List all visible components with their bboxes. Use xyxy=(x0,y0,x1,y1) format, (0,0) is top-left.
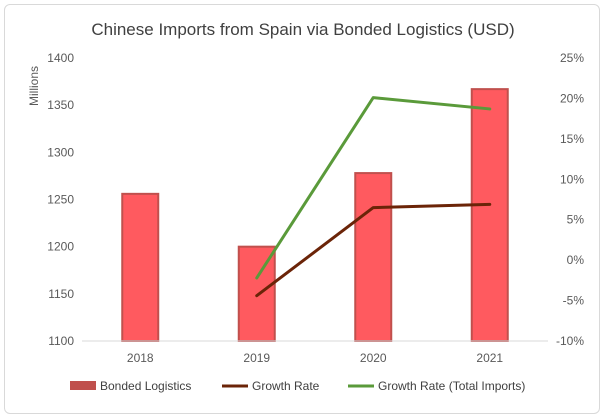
y-tick-label: 1400 xyxy=(47,51,74,65)
x-tick-label: 2018 xyxy=(127,351,154,365)
y2-tick-label: 20% xyxy=(560,91,584,105)
chart-title: Chinese Imports from Spain via Bonded Lo… xyxy=(91,20,514,39)
y-tick-label: 1100 xyxy=(48,334,74,348)
bar xyxy=(354,172,393,342)
bar-series xyxy=(121,88,509,343)
series-line xyxy=(255,202,492,298)
x-tick-label: 2019 xyxy=(243,351,270,365)
bar xyxy=(470,88,509,342)
legend: Bonded Logistics Growth Rate Growth Rate (… xyxy=(70,379,525,393)
y-tick-label: 1150 xyxy=(48,287,74,301)
legend-label: Bonded Logistics xyxy=(100,379,191,393)
x-tick-label: 2020 xyxy=(360,351,387,365)
y2-tick-label: -5% xyxy=(563,294,585,308)
y2-axis-ticks: -10% -5% 0% 5% 10% 15% 20% 25% xyxy=(556,51,584,348)
y-axis-ticks: 1100 1150 1200 1250 1300 1350 1400 xyxy=(47,51,74,348)
y-axis-title: Millions xyxy=(27,66,41,106)
line-series xyxy=(255,96,492,298)
legend-label: Growth Rate xyxy=(252,379,320,393)
y2-tick-label: 15% xyxy=(560,132,584,146)
y-tick-label: 1200 xyxy=(47,240,74,254)
y2-tick-label: 10% xyxy=(560,172,584,186)
bar xyxy=(121,192,160,342)
x-axis-ticks: 2018 2019 2020 2021 xyxy=(127,351,504,365)
x-tick-label: 2021 xyxy=(476,351,503,365)
legend-label: Growth Rate (Total Imports) xyxy=(378,379,525,393)
y2-tick-label: 0% xyxy=(567,253,585,267)
legend-swatch xyxy=(70,381,96,390)
y2-tick-label: 25% xyxy=(560,51,584,65)
series-line xyxy=(255,96,492,280)
y2-tick-label: 5% xyxy=(567,213,585,227)
y2-tick-label: -10% xyxy=(556,334,584,348)
y-tick-label: 1300 xyxy=(47,145,74,159)
y-tick-label: 1350 xyxy=(47,98,74,112)
y-tick-label: 1250 xyxy=(47,193,74,207)
